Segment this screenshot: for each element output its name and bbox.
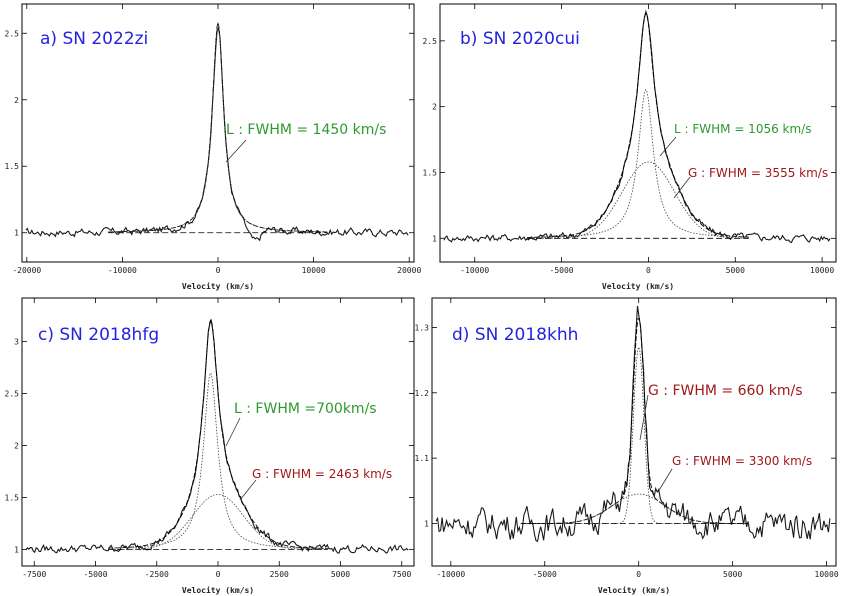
component-label: G : FWHM = 3300 km/s [672, 454, 812, 468]
panel-2: -10000 -5000 0 5000 10000 1 1.5 2 2.5 Velocity (k… [423, 3, 837, 291]
x-tick-label: 0 [646, 266, 651, 275]
x-tick-label: 5000 [726, 266, 745, 275]
panel-title: d) SN 2018khh [452, 325, 578, 345]
x-tick-label: -10000 [108, 266, 137, 275]
annotation-leader [657, 468, 673, 493]
plot-frame [439, 3, 837, 263]
y-tick-label: 2.5 [5, 29, 20, 38]
component-label: L : FWHM = 1450 km/s [226, 122, 386, 138]
y-tick-label: 2.5 [5, 390, 20, 399]
x-tick-label: -20000 [12, 266, 41, 275]
x-tick-label: -10000 [460, 266, 489, 275]
component-label: G : FWHM = 3555 km/s [688, 166, 828, 180]
annotation-leader [659, 136, 677, 157]
x-tick-label: 0 [216, 570, 221, 579]
panel-title: a) SN 2022zi [40, 29, 148, 49]
x-tick-label: 5000 [723, 570, 742, 579]
panel-title: b) SN 2020cui [460, 29, 580, 49]
y-tick-label: 1.5 [5, 493, 20, 502]
annotation-leader [225, 139, 247, 163]
y-tick-label: 1 [14, 545, 19, 554]
x-tick-label: 2500 [270, 570, 289, 579]
y-tick-label: 1.3 [415, 323, 430, 332]
x-tick-label: 7500 [392, 570, 411, 579]
x-tick-label: 10000 [815, 570, 839, 579]
component-line-2 [520, 493, 748, 524]
panel-1: -20000 -10000 0 10000 20000 1 1.5 2 2.5 Velocity … [5, 3, 421, 291]
y-tick-label: 3 [14, 338, 19, 347]
x-tick-label: -2500 [145, 570, 169, 579]
panel-4: -10000 -5000 0 5000 10000 1 1.1 1.2 1.3 Velocity … [415, 297, 839, 595]
spectrum-line [443, 9, 831, 244]
x-tick-label: -10000 [436, 570, 465, 579]
x-tick-label: 10000 [302, 266, 326, 275]
x-tick-label: 0 [636, 570, 641, 579]
panel-title: c) SN 2018hfg [38, 325, 159, 345]
y-tick-label: 1.5 [5, 162, 20, 171]
annotation-leader [673, 176, 691, 199]
y-tick-label: 1 [432, 234, 437, 243]
component-line-2 [527, 161, 749, 239]
component-label: G : FWHM = 660 km/s [648, 383, 803, 399]
y-tick-label: 1.1 [415, 454, 430, 463]
annotation-leader [239, 479, 257, 501]
spectrum-line [435, 305, 831, 543]
component-line-1 [527, 88, 749, 238]
x-axis-label: Velocity (km/s) [598, 585, 670, 595]
panel-3: -7500 -5000 -2500 0 2500 5000 7500 1 1.5 2 2.5 3 Vel… [5, 297, 415, 595]
y-tick-label: 1.2 [415, 389, 430, 398]
x-tick-label: 20000 [397, 266, 421, 275]
component-line-1 [520, 345, 748, 524]
y-tick-label: 1 [14, 229, 19, 238]
component-line-2 [108, 493, 328, 550]
model-fit-line [520, 317, 748, 524]
y-tick-label: 2 [432, 103, 437, 112]
y-tick-label: 1.5 [423, 168, 438, 177]
x-axis-label: Velocity (km/s) [602, 281, 674, 291]
component-label: G : FWHM = 2463 km/s [252, 467, 392, 481]
model-fit-line [108, 319, 328, 549]
component-line-1 [108, 372, 328, 549]
x-tick-label: -5000 [533, 570, 557, 579]
y-tick-label: 2 [14, 96, 19, 105]
y-tick-label: 2.5 [423, 37, 438, 46]
annotation-leader [639, 394, 649, 441]
x-tick-label: 0 [216, 266, 221, 275]
x-axis-label: Velocity (km/s) [182, 585, 254, 595]
x-tick-label: -5000 [83, 570, 107, 579]
model-fit-line [527, 12, 749, 238]
component-line-1 [108, 22, 328, 233]
y-tick-label: 1 [424, 520, 429, 529]
component-label: L : FWHM = 1056 km/s [674, 122, 811, 136]
x-tick-label: -5000 [550, 266, 574, 275]
y-tick-label: 2 [14, 442, 19, 451]
component-label: L : FWHM =700km/s [234, 401, 377, 417]
annotation-leader [225, 417, 241, 447]
x-tick-label: 5000 [331, 570, 350, 579]
x-tick-label: -7500 [22, 570, 46, 579]
x-tick-label: 10000 [810, 266, 834, 275]
plot-frame [431, 297, 837, 567]
x-axis-label: Velocity (km/s) [182, 281, 254, 291]
